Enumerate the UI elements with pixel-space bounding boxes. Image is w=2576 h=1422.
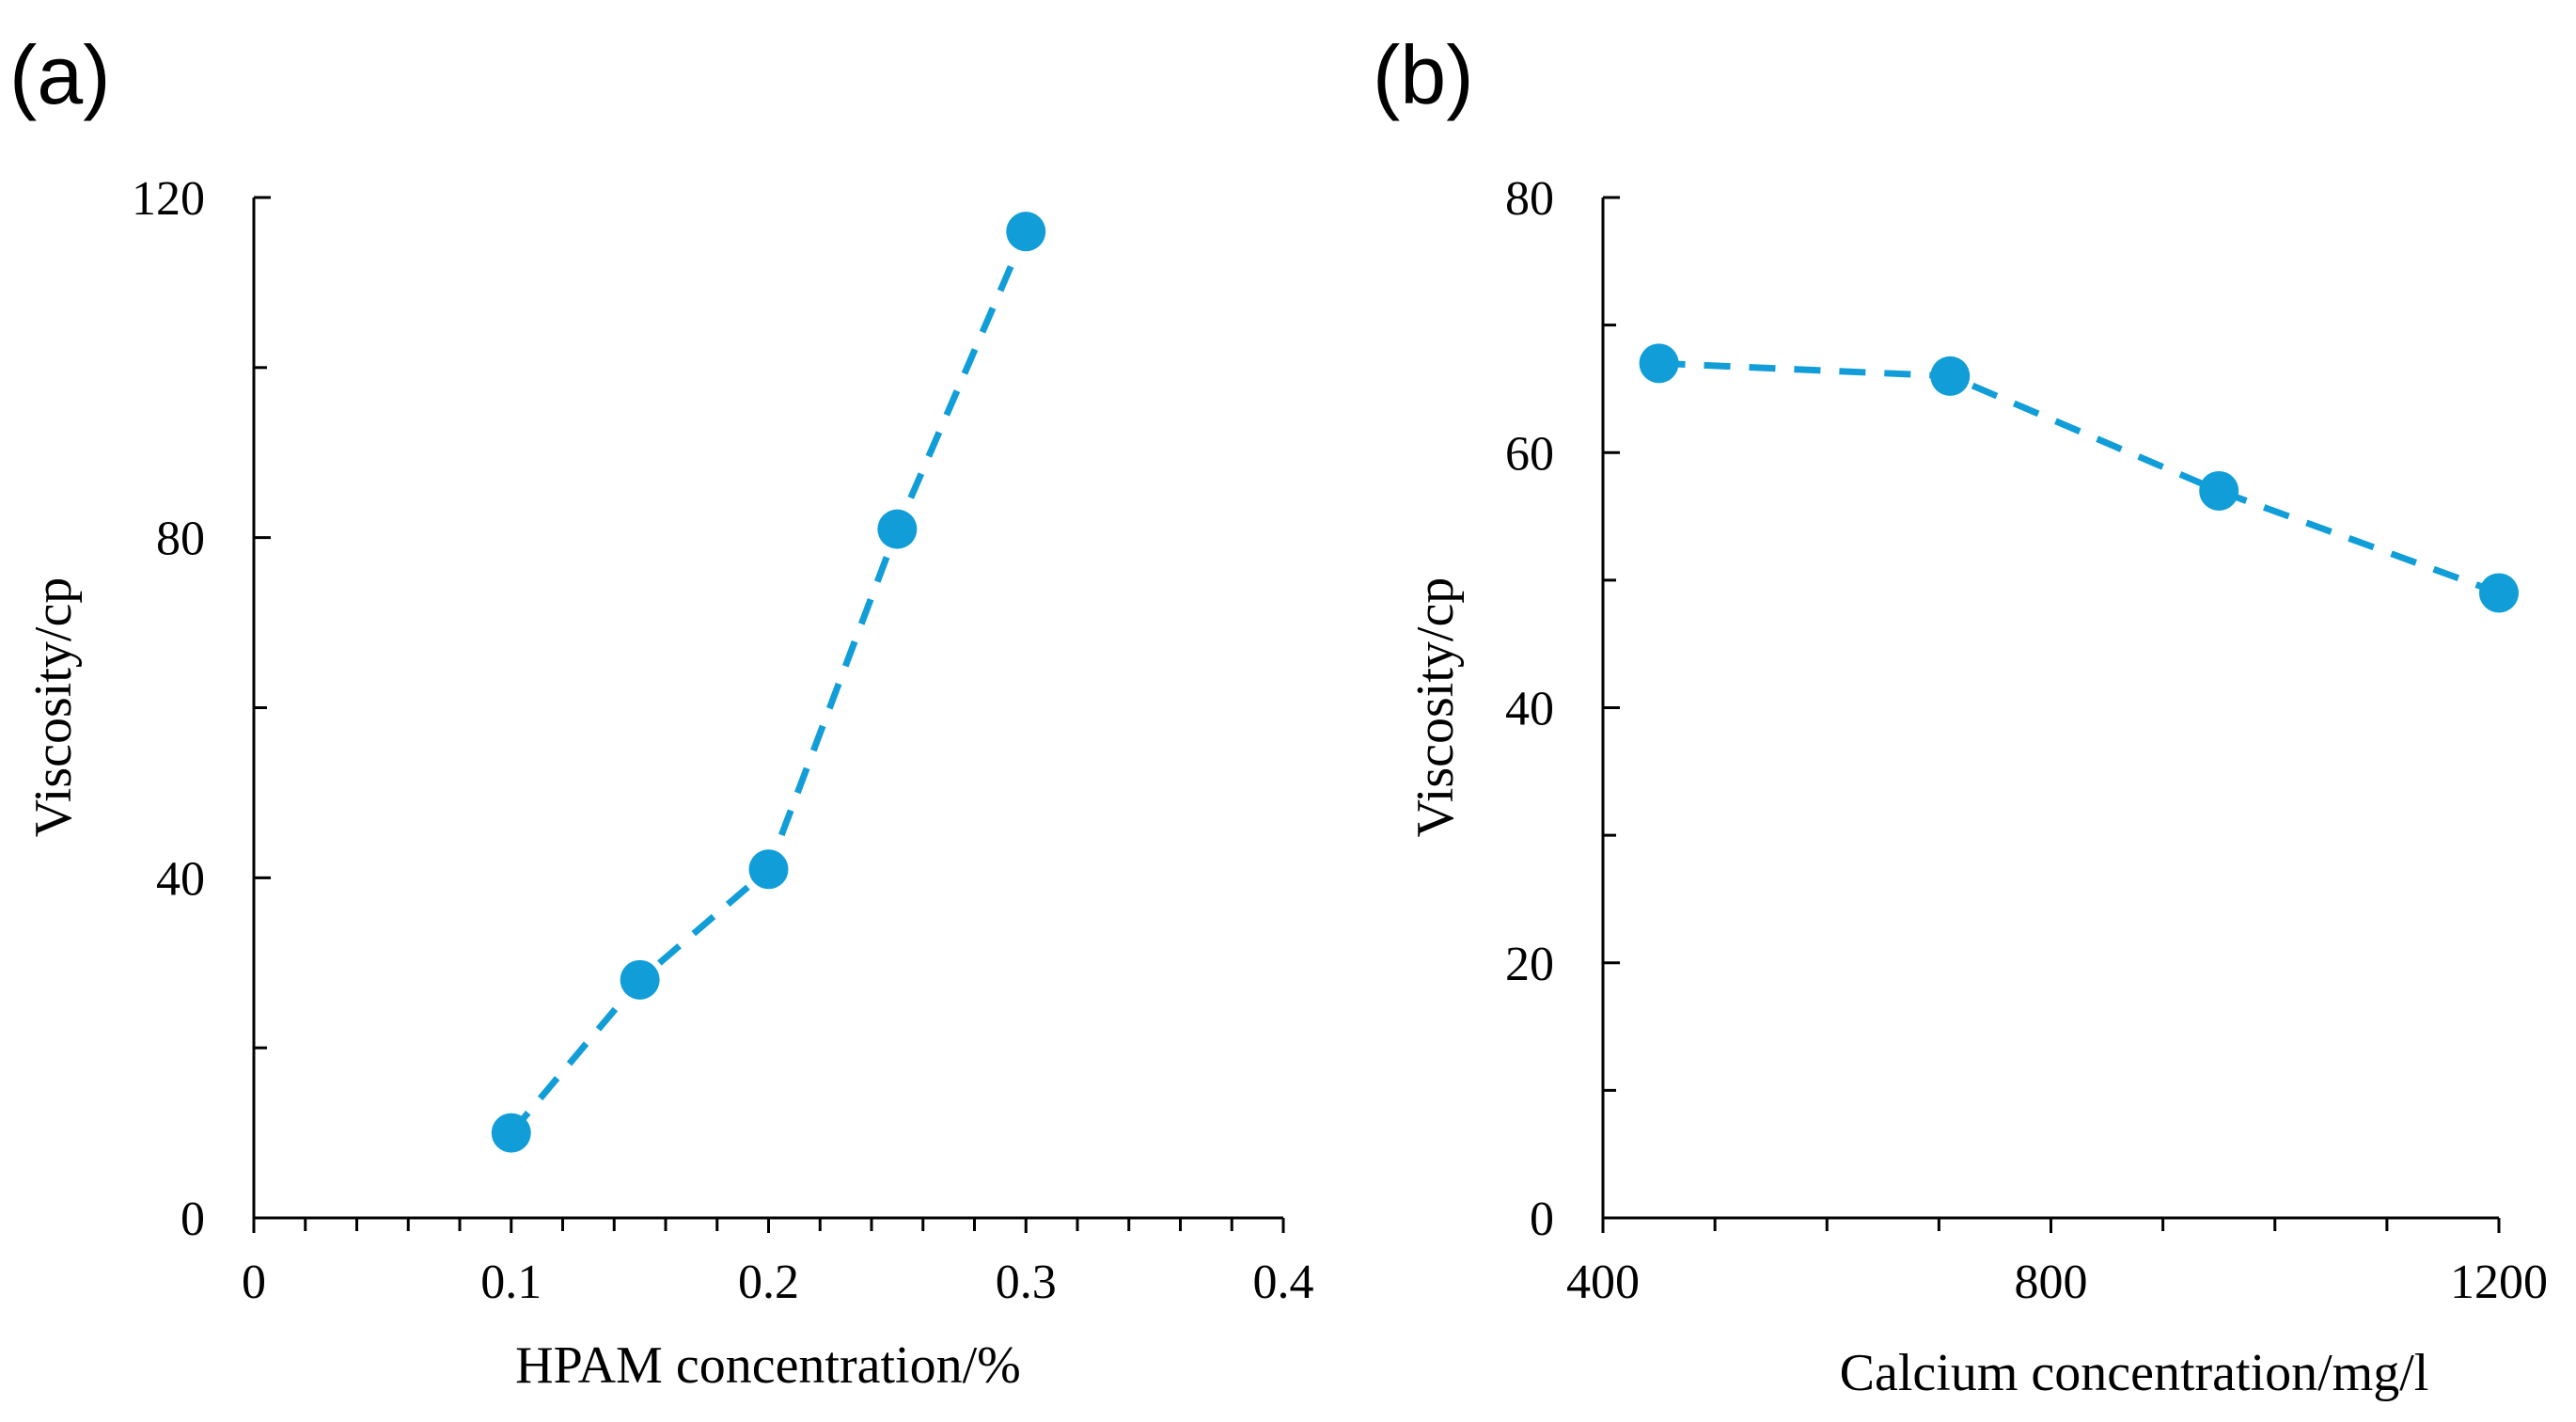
y-axis-title: Viscosity/cp xyxy=(24,577,83,838)
x-axis-title: Calcium concentration/mg/l xyxy=(1840,1344,2429,1402)
y-axis-title: Viscosity/cp xyxy=(1406,577,1465,838)
x-tick-label: 0.1 xyxy=(480,1256,542,1309)
y-tick-label: 60 xyxy=(1505,427,1554,481)
data-point xyxy=(491,1113,531,1153)
x-tick-label: 0.4 xyxy=(1253,1256,1314,1309)
data-point xyxy=(748,849,789,890)
data-point xyxy=(2199,470,2239,511)
chart-panel-a: (a) 0 0.1 0.2 0.3 0.4 0 40 80 120 HPAM concentrati… xyxy=(9,28,1314,1395)
data-point xyxy=(1639,343,1679,384)
y-tick-label: 20 xyxy=(1505,938,1554,991)
panel-label: (b) xyxy=(1373,28,1474,121)
data-point xyxy=(1930,356,1971,396)
y-tick-label: 40 xyxy=(156,852,205,906)
y-tick-label: 0 xyxy=(181,1193,205,1246)
x-tick-label: 400 xyxy=(1566,1256,1640,1309)
x-tick-label: 0.3 xyxy=(996,1256,1057,1309)
y-tick-label: 80 xyxy=(1505,172,1554,226)
y-tick-label: 80 xyxy=(156,513,205,566)
x-tick-label: 0 xyxy=(242,1256,266,1309)
chart-panel-b: (b) 400 800 1200 0 20 40 60 80 Calcium concentrat… xyxy=(1373,28,2548,1402)
x-tick-label: 1200 xyxy=(2450,1256,2548,1309)
data-point xyxy=(2479,573,2519,613)
x-tick-label: 0.2 xyxy=(738,1256,799,1309)
panel-label: (a) xyxy=(9,28,111,121)
x-tick-label: 800 xyxy=(2015,1256,2088,1309)
data-point xyxy=(877,509,918,549)
series-line xyxy=(1658,359,2501,596)
y-tick-label: 120 xyxy=(132,172,205,226)
y-tick-label: 40 xyxy=(1505,683,1554,736)
data-point xyxy=(620,959,660,1000)
x-axis-title: HPAM concentration/% xyxy=(515,1336,1021,1395)
y-tick-label: 0 xyxy=(1530,1193,1554,1246)
data-point xyxy=(1006,212,1046,252)
